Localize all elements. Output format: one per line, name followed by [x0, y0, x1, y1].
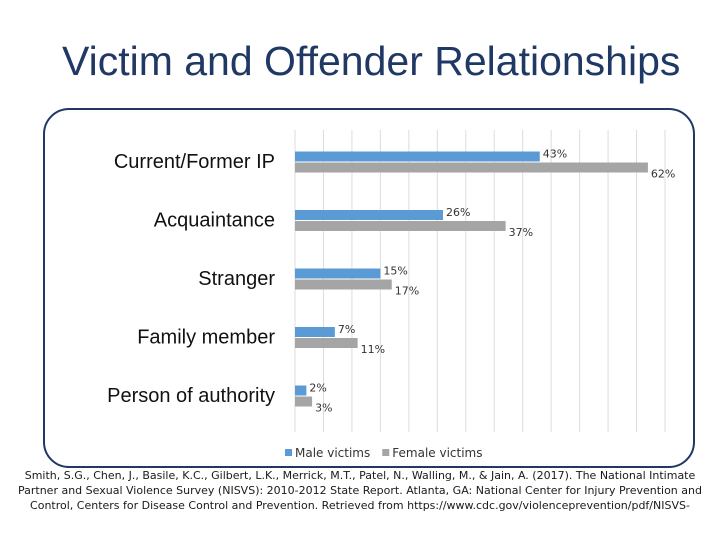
- legend-label: Male victims: [295, 446, 370, 460]
- bar-value-label: 15%: [383, 265, 407, 278]
- legend-label: Female victims: [392, 446, 482, 460]
- category-label: Acquaintance: [154, 210, 275, 232]
- female-victims-bar: [295, 396, 313, 407]
- category-labels: Current/Former IP Acquaintance Stranger Fam…: [107, 151, 275, 407]
- bars: [295, 151, 648, 407]
- bar-value-label: 3%: [315, 402, 332, 415]
- category-label: Stranger: [198, 268, 275, 290]
- female-victims-bar: [295, 221, 506, 231]
- female-victims-bar: [295, 162, 648, 173]
- bar-value-label: 7%: [338, 323, 355, 336]
- bar-chart: Current/Former IP Acquaintance Stranger Fam…: [107, 130, 675, 460]
- bar-value-labels: 43% 62% 26% 37% 15% 17% 7% 11% 2% 3%: [309, 148, 675, 415]
- category-label: Family member: [137, 327, 275, 349]
- male-victims-bar: [295, 268, 381, 279]
- gridlines: [294, 130, 666, 432]
- bar-value-label: 62%: [651, 168, 675, 181]
- source-citation: Smith, S.G., Chen, J., Basile, K.C., Gil…: [18, 469, 702, 512]
- bar-value-label: 37%: [509, 226, 533, 239]
- legend-swatch: [382, 449, 390, 456]
- female-victims-bar: [295, 279, 392, 290]
- legend: Male victims Female victims: [285, 446, 482, 460]
- bar-value-label: 43%: [543, 148, 567, 161]
- female-victims-bar: [295, 338, 358, 348]
- male-victims-bar: [295, 327, 335, 337]
- bar-value-label: 17%: [395, 285, 419, 298]
- category-label: Current/Former IP: [114, 151, 275, 173]
- male-victims-bar: [295, 210, 443, 220]
- male-victims-bar: [295, 151, 540, 162]
- bar-value-label: 26%: [446, 206, 470, 219]
- legend-swatch: [285, 449, 292, 456]
- bar-value-label: 2%: [309, 382, 326, 395]
- category-label: Person of authority: [107, 385, 275, 407]
- male-victims-bar: [295, 385, 307, 396]
- bar-value-label: 11%: [361, 343, 385, 356]
- slide-title: Victim and Offender Relationships: [62, 38, 681, 84]
